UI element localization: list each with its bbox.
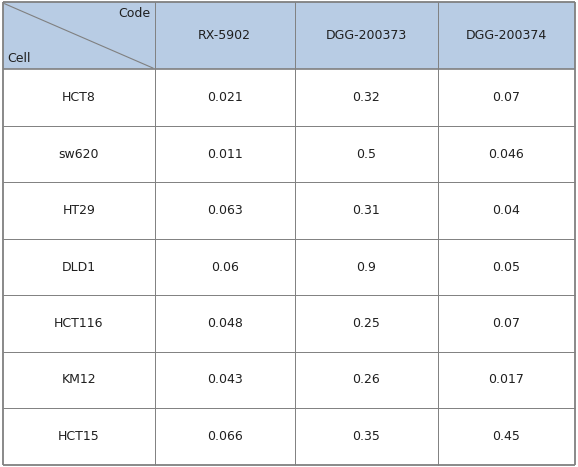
- Text: 0.04: 0.04: [492, 204, 520, 217]
- Text: 0.07: 0.07: [492, 317, 520, 330]
- Text: 0.048: 0.048: [207, 317, 243, 330]
- Text: HT29: HT29: [62, 204, 95, 217]
- Text: DGG-200374: DGG-200374: [466, 29, 547, 42]
- Text: Code: Code: [118, 7, 150, 20]
- Text: HCT8: HCT8: [62, 91, 95, 104]
- Text: 0.046: 0.046: [488, 148, 524, 161]
- Text: HCT116: HCT116: [54, 317, 103, 330]
- Text: 0.011: 0.011: [207, 148, 243, 161]
- Text: 0.9: 0.9: [356, 261, 376, 274]
- Text: RX-5902: RX-5902: [198, 29, 251, 42]
- Text: 0.35: 0.35: [353, 430, 380, 443]
- Text: DGG-200373: DGG-200373: [325, 29, 407, 42]
- Text: 0.07: 0.07: [492, 91, 520, 104]
- Text: KM12: KM12: [61, 374, 96, 387]
- Text: 0.021: 0.021: [207, 91, 243, 104]
- Text: 0.5: 0.5: [356, 148, 376, 161]
- Text: 0.31: 0.31: [353, 204, 380, 217]
- Text: 0.043: 0.043: [207, 374, 243, 387]
- Text: 0.06: 0.06: [211, 261, 239, 274]
- Text: 0.05: 0.05: [492, 261, 520, 274]
- Text: 0.017: 0.017: [488, 374, 524, 387]
- Text: HCT15: HCT15: [58, 430, 99, 443]
- Text: 0.063: 0.063: [207, 204, 243, 217]
- Text: 0.45: 0.45: [492, 430, 520, 443]
- Text: 0.26: 0.26: [353, 374, 380, 387]
- Text: 0.066: 0.066: [207, 430, 243, 443]
- Text: DLD1: DLD1: [62, 261, 96, 274]
- Text: 0.25: 0.25: [353, 317, 380, 330]
- Text: sw620: sw620: [58, 148, 99, 161]
- Text: 0.32: 0.32: [353, 91, 380, 104]
- Text: Cell: Cell: [8, 52, 31, 65]
